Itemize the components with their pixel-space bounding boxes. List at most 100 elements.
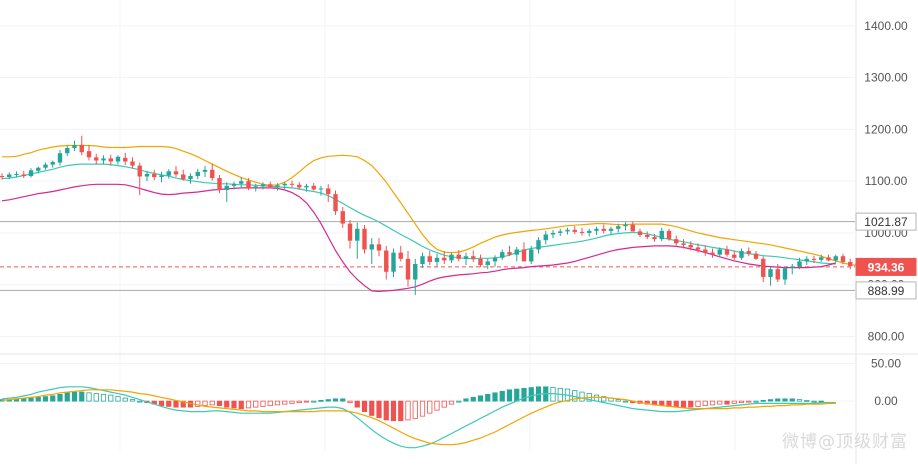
candle-body bbox=[543, 234, 548, 241]
candle-body bbox=[43, 164, 48, 168]
candle-body bbox=[500, 252, 505, 258]
macd-histogram-bar bbox=[492, 392, 498, 402]
candle-body bbox=[427, 256, 432, 262]
macd-histogram-bar bbox=[448, 400, 455, 405]
macd-histogram-bar bbox=[738, 400, 745, 404]
candle-body bbox=[14, 173, 19, 175]
candle-down bbox=[152, 169, 157, 181]
candle-down bbox=[79, 135, 84, 156]
candle-down bbox=[840, 253, 846, 264]
macd-histogram-bar bbox=[318, 399, 324, 402]
candle-body bbox=[565, 229, 570, 232]
candle-body bbox=[601, 228, 606, 231]
middle-band-line bbox=[1, 163, 836, 265]
candle-down bbox=[811, 255, 817, 263]
candle-body bbox=[478, 258, 483, 266]
candle-body bbox=[587, 230, 592, 233]
candle-body bbox=[434, 257, 440, 262]
candle-up bbox=[166, 169, 171, 179]
candle-up bbox=[492, 255, 498, 267]
candle-body bbox=[224, 185, 229, 190]
macd-histogram-bar bbox=[311, 400, 317, 403]
candle-down bbox=[333, 190, 338, 215]
candle-body bbox=[420, 256, 425, 264]
candle-body bbox=[442, 257, 447, 261]
candle-body bbox=[608, 228, 614, 231]
macd-histogram-bar bbox=[71, 391, 78, 402]
candle-up bbox=[43, 162, 48, 170]
candle-up bbox=[717, 247, 722, 257]
candle-down bbox=[210, 163, 215, 181]
candle-up bbox=[391, 248, 396, 277]
price-tick-label: 1400.00 bbox=[864, 19, 908, 33]
candle-up bbox=[804, 256, 809, 266]
macd-panel bbox=[0, 386, 836, 449]
candle-body bbox=[848, 261, 853, 267]
candle-body bbox=[347, 223, 353, 241]
candle-up bbox=[797, 257, 802, 270]
candle-up bbox=[543, 230, 548, 245]
candle-up bbox=[253, 183, 258, 192]
macd-histogram-bar bbox=[746, 400, 752, 403]
macd-histogram-bar bbox=[702, 400, 708, 407]
macd-histogram-bar bbox=[267, 400, 273, 407]
resistance-level-label: 1021.87 bbox=[855, 212, 917, 231]
candle-down bbox=[268, 181, 273, 189]
candle-down bbox=[645, 231, 650, 240]
candle-body bbox=[572, 229, 577, 232]
candle-up bbox=[224, 182, 229, 202]
candlesticks bbox=[0, 135, 882, 296]
candle-up bbox=[449, 252, 454, 263]
candle-up bbox=[659, 227, 664, 242]
macd-histogram-bar bbox=[57, 393, 63, 402]
candle-body bbox=[0, 176, 5, 178]
candle-body bbox=[318, 188, 324, 190]
candle-up bbox=[282, 182, 287, 189]
candle-body bbox=[703, 249, 708, 253]
candle-down bbox=[347, 220, 353, 249]
candle-down bbox=[246, 178, 251, 190]
macd-histogram-bar bbox=[332, 398, 339, 402]
candle-body bbox=[28, 170, 34, 176]
candle-body bbox=[362, 228, 367, 250]
macd-histogram-bar bbox=[115, 396, 121, 402]
candle-up bbox=[485, 258, 490, 270]
candle-body bbox=[529, 249, 534, 262]
candle-body bbox=[630, 224, 635, 232]
signal-line bbox=[1, 389, 836, 446]
watermark: 微博@顶级财富 bbox=[782, 432, 908, 452]
macd-histogram-bar bbox=[376, 400, 382, 419]
price-tick-label: 1100.00 bbox=[865, 174, 908, 188]
candle-up bbox=[420, 252, 425, 269]
macd-histogram-bar bbox=[340, 398, 346, 402]
candle-body bbox=[398, 252, 403, 259]
candle-body bbox=[282, 183, 287, 186]
candle-down bbox=[442, 251, 447, 264]
support-level-label: 888.99 bbox=[855, 281, 917, 300]
candle-up bbox=[188, 173, 193, 184]
candle-down bbox=[695, 243, 701, 253]
macd-histogram-bar bbox=[129, 399, 136, 402]
candle-up bbox=[28, 168, 34, 178]
candle-up bbox=[782, 266, 788, 285]
candle-body bbox=[86, 151, 92, 158]
candle-up bbox=[7, 172, 12, 180]
candle-body bbox=[355, 228, 360, 241]
macd-histogram-bar bbox=[506, 389, 513, 402]
candle-up bbox=[239, 177, 244, 189]
macd-histogram-bar bbox=[354, 400, 360, 408]
candle-body bbox=[340, 211, 345, 224]
candle-down bbox=[775, 264, 780, 283]
candle-down bbox=[376, 238, 382, 257]
candle-down bbox=[427, 251, 432, 266]
candle-up bbox=[608, 226, 614, 236]
candle-up bbox=[50, 160, 55, 168]
lower-band-line bbox=[1, 183, 836, 293]
candle-body bbox=[405, 258, 411, 280]
candle-body bbox=[50, 162, 55, 165]
candle-up bbox=[275, 183, 280, 191]
macd-histogram-bar bbox=[166, 400, 172, 407]
macd-histogram-bar bbox=[180, 400, 186, 408]
